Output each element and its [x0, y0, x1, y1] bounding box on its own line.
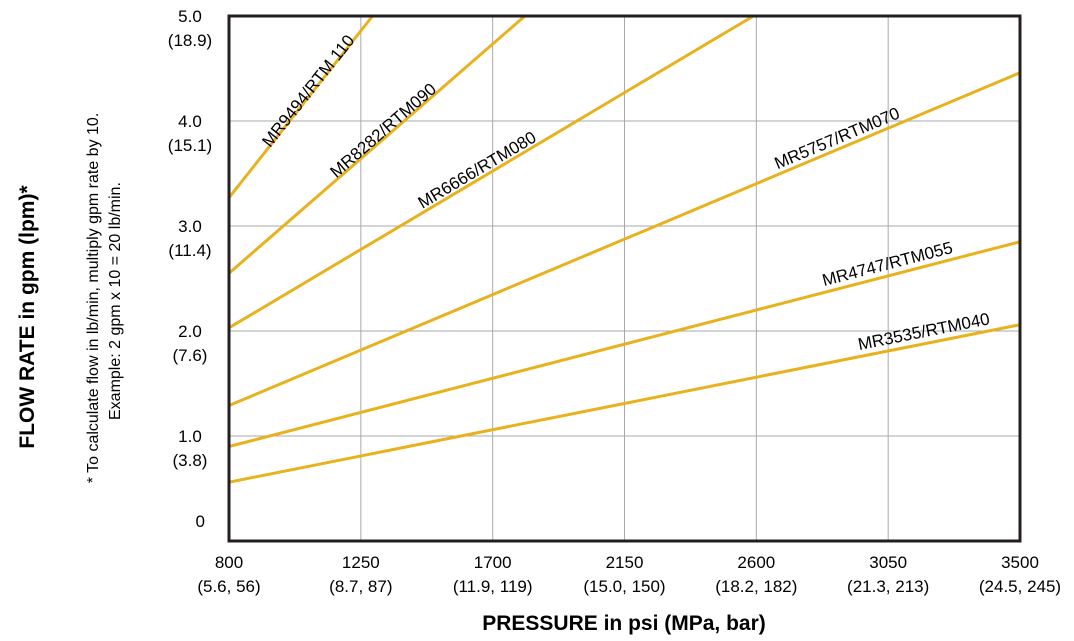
y-axis-title: FLOW RATE in gpm (lpm)* [16, 185, 39, 449]
plot-frame [227, 14, 1022, 543]
x-tick-sublabel: (24.5, 245) [979, 577, 1061, 596]
y-tick-label: 5.0 [178, 7, 202, 26]
footnote-line-2: Example: 2 gpm x 10 = 20 lb/min. [107, 182, 124, 420]
x-tick-sublabel: (21.3, 213) [847, 577, 929, 596]
x-tick-label: 1250 [342, 553, 380, 572]
y-tick-label: 0 [196, 512, 205, 531]
series-line [228, 240, 1021, 448]
series-line [228, 71, 1021, 407]
series-lines [227, 14, 1021, 484]
y-tick-label: 1.0 [178, 427, 202, 446]
x-axis-title: PRESSURE in psi (MPa, bar) [482, 612, 766, 635]
y-tick-labels: 0 1.0 (3.8) 2.0 (7.6) 3.0 (11.4) 4.0 (15.1) 5.0 (1… [168, 7, 212, 531]
y-tick-label: 4.0 [178, 112, 202, 131]
series-label: MR5757/RTM070 [772, 104, 903, 173]
x-tick-label: 3050 [869, 553, 907, 572]
y-tick-label: 3.0 [178, 217, 202, 236]
y-tick-sublabel: (18.9) [168, 31, 212, 50]
series-line [228, 323, 1021, 484]
x-tick-sublabel: (5.6, 56) [197, 577, 260, 596]
y-tick-sublabel: (15.1) [168, 136, 212, 155]
series-label: MR9494/RTM 110 [258, 31, 358, 151]
grid-lines [228, 15, 1021, 542]
series-line [228, 14, 526, 275]
footnote-line-1: * To calculate flow in lb/min, multiply … [85, 113, 102, 484]
x-tick-sublabel: (18.2, 182) [715, 577, 797, 596]
series-line [227, 15, 374, 199]
x-tick-label: 2150 [606, 553, 644, 572]
series-label: MR6666/RTM080 [415, 128, 540, 213]
x-tick-sublabel: (8.7, 87) [329, 577, 392, 596]
x-tick-label: 800 [215, 553, 243, 572]
series-label: MR8282/RTM090 [327, 79, 440, 181]
x-tick-sublabel: (15.0, 150) [583, 577, 665, 596]
y-tick-sublabel: (7.6) [173, 346, 208, 365]
series-label: MR3535/RTM040 [856, 309, 991, 354]
x-tick-label: 1700 [474, 553, 512, 572]
y-tick-sublabel: (11.4) [168, 241, 211, 260]
x-tick-labels: 800 (5.6, 56) 1250 (8.7, 87) 1700 (11.9, 119)… [197, 553, 1061, 596]
x-tick-label: 3500 [1001, 553, 1039, 572]
x-tick-sublabel: (11.9, 119) [453, 577, 533, 596]
x-tick-label: 2600 [737, 553, 775, 572]
y-tick-sublabel: (3.8) [173, 451, 208, 470]
y-tick-label: 2.0 [178, 322, 202, 341]
series-line [228, 14, 755, 330]
